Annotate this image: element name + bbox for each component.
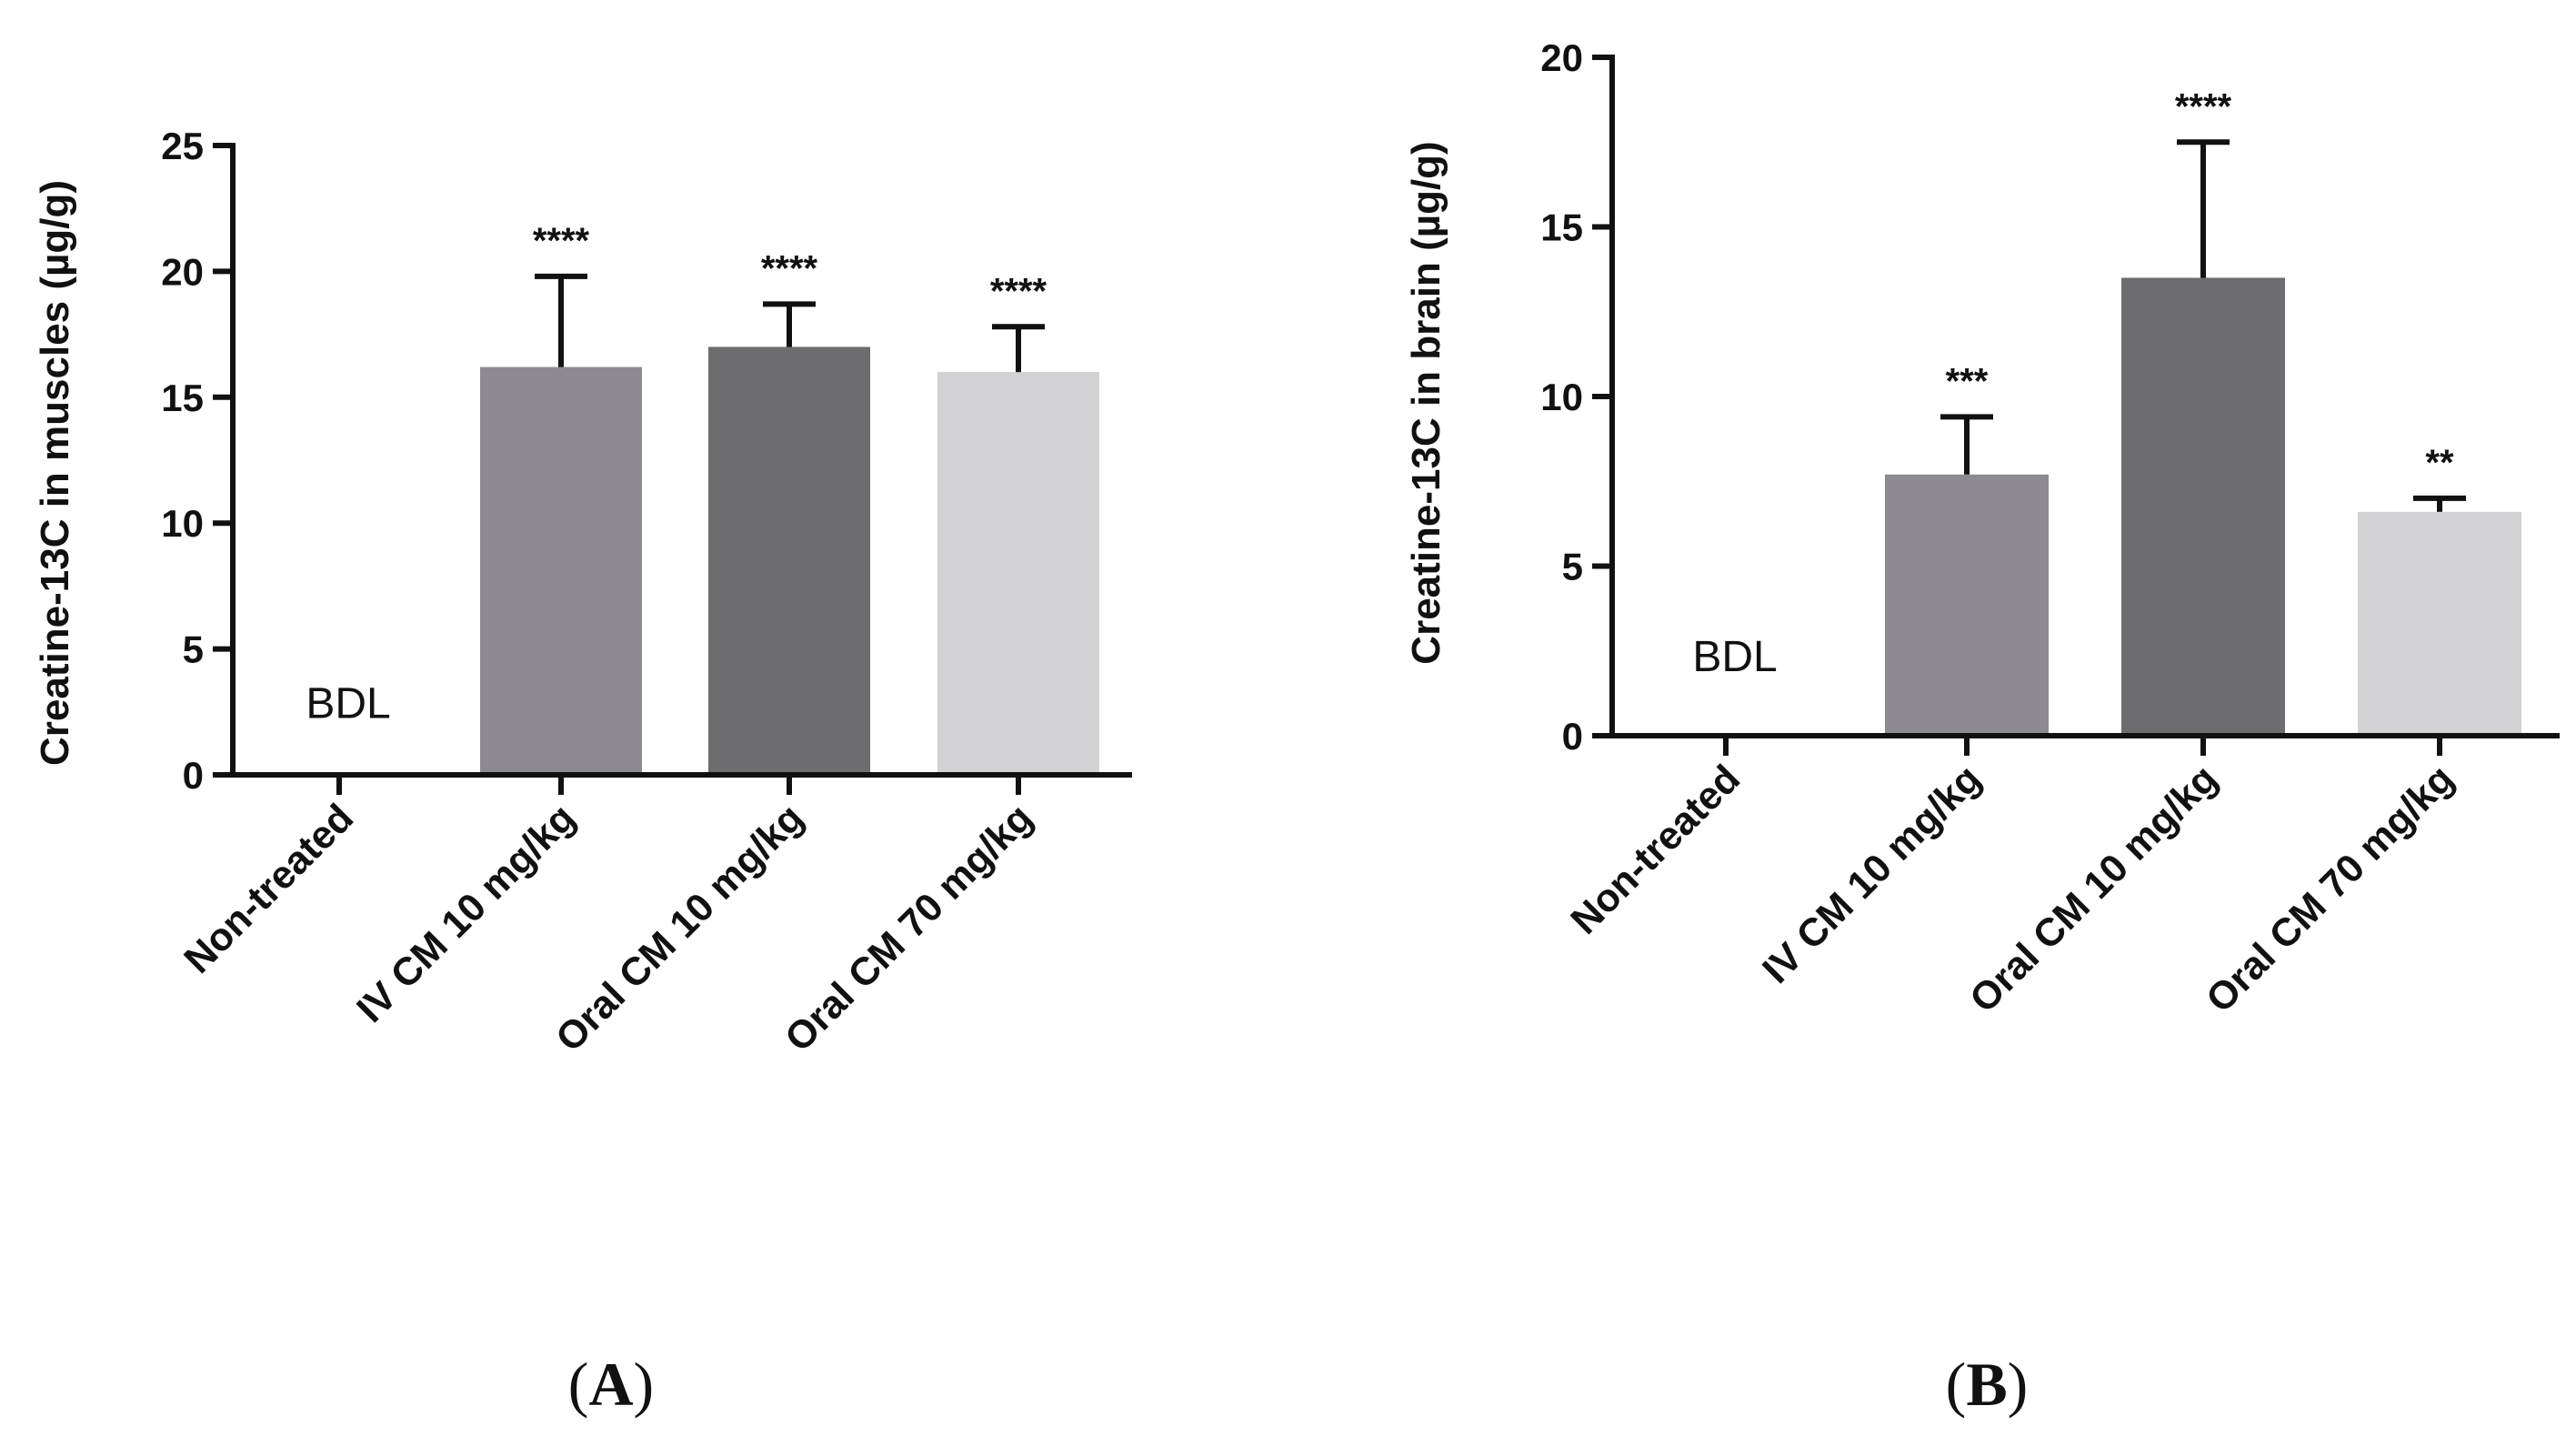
- chart-b-y-tick-label: 10: [1540, 376, 1583, 418]
- chart-a-panel-letter: A: [588, 1350, 633, 1419]
- chart-a-y-tick-label: 20: [161, 250, 204, 293]
- chart-b-y-tick-label: 15: [1540, 206, 1583, 249]
- chart-b-panel-letter: B: [1966, 1350, 2007, 1419]
- chart-a-y-tick-label: 10: [161, 502, 204, 545]
- chart-a-significance-label: ****: [533, 221, 590, 261]
- chart-b-y-tick-label: 0: [1562, 715, 1583, 758]
- chart-b-y-tick-label: 5: [1562, 546, 1583, 588]
- chart-b-annotation-bdl: BDL: [1692, 633, 1777, 681]
- chart-b-bar: [2358, 511, 2521, 736]
- chart-b-bar: [1885, 474, 2049, 736]
- chart-b-significance-label: ***: [1946, 361, 1989, 401]
- chart-a-bar: [708, 346, 870, 775]
- chart-b-panel-label: (B): [1946, 1350, 2029, 1419]
- chart-b-significance-label: **: [2425, 443, 2454, 483]
- chart-b-bar: [2121, 277, 2285, 736]
- chart-b-y-axis-title: Creatine-13C in brain (µg/g): [1404, 141, 1448, 664]
- chart-b-significance-label: ****: [2175, 86, 2232, 126]
- chart-a-bar: [937, 372, 1099, 775]
- chart-a-annotation-bdl: BDL: [306, 680, 390, 728]
- chart-a-significance-label: ****: [990, 271, 1047, 311]
- chart-a-y-tick-label: 5: [183, 628, 204, 671]
- chart-a-bar: [480, 367, 642, 775]
- chart-a-y-tick-label: 25: [161, 125, 204, 167]
- chart-b-y-tick-label: 20: [1540, 36, 1583, 79]
- chart-a-y-tick-label: 15: [161, 377, 204, 419]
- chart-a-y-tick-label: 0: [183, 754, 204, 797]
- chart-a-y-axis-title: Creatine-13C in muscles (µg/g): [33, 180, 77, 766]
- chart-a-significance-label: ****: [761, 248, 818, 288]
- chart-a-panel-label: (A): [568, 1350, 654, 1419]
